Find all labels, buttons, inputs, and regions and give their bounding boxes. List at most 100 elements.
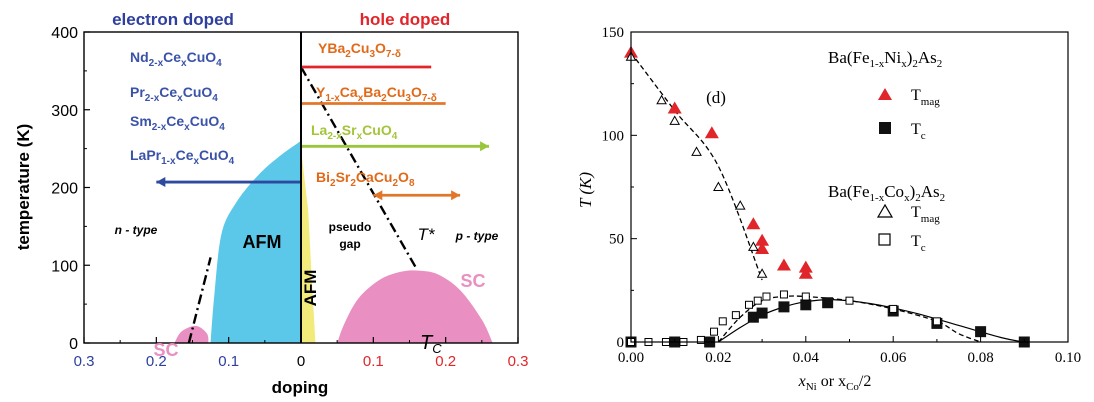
- electron-doped-header: electron doped: [112, 10, 234, 29]
- panel-label: (d): [706, 88, 726, 107]
- right-axis-ticks: [630, 31, 1069, 343]
- formula-subscript: x: [357, 131, 363, 142]
- sc-left-label: SC: [153, 340, 178, 360]
- material-bar-arrow-left-4: [373, 190, 383, 201]
- formula-part: Pr: [130, 84, 145, 100]
- y-tick-label-1: 100: [51, 258, 78, 275]
- r-y-tick-label-2: 100: [602, 128, 625, 144]
- formula-subscript: x: [181, 58, 187, 69]
- pnictide-phase-diagram: 0.00 0.02 0.04 0.06 0.08 0.10 0 50 100 150 (d) T …: [576, 25, 1081, 393]
- r-x-tick-label-2: 0.04: [793, 350, 820, 366]
- right-xlabel: xNi or xCo/2: [798, 373, 872, 393]
- r-y-tick-label-1: 50: [609, 232, 624, 248]
- tstar-label: T*: [418, 225, 436, 244]
- point-tc-co-13: [845, 296, 854, 305]
- formula-part: CuO: [187, 49, 217, 65]
- formula-part: O: [375, 40, 386, 56]
- right-ylabel: T (K): [576, 172, 595, 208]
- point-tc-ni-3: [747, 311, 759, 323]
- legend-marker-co-tmag: [876, 203, 894, 218]
- point-tmag-co-7: [756, 268, 768, 278]
- formula-part: Ce: [166, 113, 184, 129]
- dashdot-line-1: [187, 257, 212, 344]
- legend-marker-co-tc: [878, 233, 891, 246]
- point-tc-ni-10: [975, 326, 987, 338]
- formula-subscript: 4: [392, 131, 398, 142]
- x-tick-label-5: 0.2: [435, 353, 456, 370]
- formula-part: LaPr: [130, 147, 162, 163]
- formula-subscript: 2-x: [327, 131, 342, 142]
- y-tick-label-0: 0: [69, 336, 78, 353]
- formula-part: Bi: [316, 169, 330, 185]
- formula-part: YBa: [318, 40, 345, 56]
- formula-subscript: 4: [229, 156, 235, 167]
- point-tmag-co-2: [669, 115, 681, 125]
- point-tc-co-4: [696, 335, 705, 344]
- r-x-tick-label-1: 0.02: [705, 350, 731, 366]
- formula-part: CuO: [190, 113, 220, 129]
- material-bar-arrow-right-4: [451, 190, 461, 201]
- y-tick-label-4: 400: [51, 25, 78, 42]
- formula-subscript: 2: [381, 93, 387, 104]
- formula-subscript: 2-x: [149, 58, 164, 69]
- point-tc-co-14: [889, 304, 898, 313]
- afm-electron-region: [210, 140, 301, 343]
- legend-marker-ni-tc: [879, 122, 891, 134]
- formula-part: Cu: [351, 40, 370, 56]
- formula-subscript: 1-x: [161, 156, 176, 167]
- tmag-dashed-curve: [630, 52, 763, 281]
- formula-subscript: 4: [212, 93, 218, 104]
- point-tc-ni-7: [822, 297, 834, 309]
- formula-subscript: 2: [350, 178, 356, 189]
- legend: Ba(Fe1-xNix)2As2 Tmag Tc Ba(Fe1-xCox)2As…: [828, 48, 945, 254]
- point-tmag-ni-1: [667, 101, 682, 114]
- point-tc-co-5: [710, 327, 719, 336]
- legend-marker-ni-tmag: [878, 88, 892, 100]
- afm-hole-region: [301, 148, 316, 343]
- material-label-0: Nd2-xCexCuO4: [130, 49, 222, 69]
- point-tmag-co-1: [656, 94, 667, 105]
- point-tmag-co-3: [691, 146, 702, 156]
- legend-ni-tc: Tc: [911, 121, 926, 142]
- p-type-label: p - type: [455, 229, 499, 243]
- afm-vertical-label: AFM: [301, 270, 320, 307]
- data-points: [624, 45, 1030, 348]
- formula-part: CuO: [199, 147, 229, 163]
- afm-label: AFM: [243, 232, 282, 252]
- formula-part: Ca: [340, 84, 358, 100]
- material-label-3: LaPr1-xCexCuO4: [130, 147, 235, 167]
- formula-part: CuO: [183, 84, 213, 100]
- legend-group-co: Ba(Fe1-xCox)2As2: [828, 182, 945, 204]
- r-y-tick-label-0: 0: [617, 335, 625, 351]
- point-tmag-ni-3: [746, 217, 761, 230]
- point-tmag-ni-7: [798, 260, 813, 273]
- formula-part: Ce: [159, 84, 177, 100]
- point-tmag-co-6: [748, 241, 759, 251]
- formula-part: Nd: [130, 49, 149, 65]
- point-tc-co-6: [718, 317, 727, 326]
- point-tc-co-10: [762, 292, 771, 301]
- dashdot-line-0: [299, 66, 418, 270]
- formula-subscript: 2: [330, 178, 336, 189]
- formula-part: Sr: [336, 169, 351, 185]
- x-tick-label-4: 0.1: [363, 353, 384, 370]
- formula-subscript: 2-x: [152, 122, 167, 133]
- x-tick-label-6: 0.3: [508, 353, 529, 370]
- formula-part: CaCu: [356, 169, 393, 185]
- formula-subscript: 7-δ: [422, 93, 437, 104]
- point-tmag-ni-2: [704, 126, 719, 139]
- left-ylabel: temperature (K): [14, 124, 33, 251]
- y-tick-label-3: 300: [51, 103, 78, 120]
- right-tick-labels: 0.00 0.02 0.04 0.06 0.08 0.10 0 50 100 150: [602, 25, 1082, 366]
- point-tc-ni-4: [756, 307, 768, 319]
- formula-subscript: x: [193, 156, 199, 167]
- left-axis-ticks: [83, 31, 519, 344]
- formula-part: Cu: [387, 84, 406, 100]
- pseudogap-label-2: gap: [339, 237, 360, 251]
- material-label-5: Y1-xCaxBa2Cu3O7-δ: [316, 84, 437, 104]
- material-labels: Nd2-xCexCuO4Pr2-xCexCuO4Sm2-xCexCuO4LaPr…: [130, 40, 437, 189]
- legend-co-tc: Tc: [911, 233, 926, 254]
- formula-part: Y: [316, 84, 326, 100]
- r-x-tick-label-5: 0.10: [1055, 350, 1081, 366]
